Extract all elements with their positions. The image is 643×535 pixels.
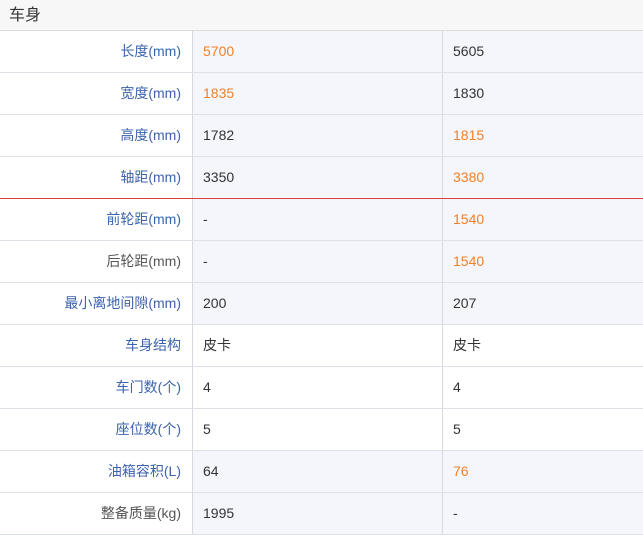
spec-label[interactable]: 长度(mm) [0, 31, 193, 72]
spec-label[interactable]: 车门数(个) [0, 367, 193, 408]
spec-label[interactable]: 轴距(mm) [0, 157, 193, 198]
spec-value: 1835 [193, 73, 443, 114]
spec-value: - [443, 493, 643, 534]
spec-value: - [193, 199, 443, 240]
table-row: 长度(mm) 5700 5605 [0, 31, 643, 73]
spec-label[interactable]: 前轮距(mm) [0, 199, 193, 240]
spec-value: 5605 [443, 31, 643, 72]
spec-value: 200 [193, 283, 443, 324]
spec-value: 4 [193, 367, 443, 408]
table-row: 最小离地间隙(mm) 200 207 [0, 283, 643, 325]
spec-value: 皮卡 [193, 325, 443, 366]
spec-value: 皮卡 [453, 337, 481, 353]
spec-label: 后轮距(mm) [0, 241, 193, 282]
table-row: 轴距(mm) 3350 3380 [0, 157, 643, 199]
spec-label[interactable]: 最小离地间隙(mm) [0, 283, 193, 324]
spec-label[interactable]: 高度(mm) [0, 115, 193, 156]
table-row: 车身结构 皮卡 皮卡 [0, 325, 643, 367]
spec-value: 76 [443, 451, 643, 492]
spec-label[interactable]: 油箱容积(L) [0, 451, 193, 492]
spec-label: 整备质量(kg) [0, 493, 193, 534]
spec-value: 3380 [443, 157, 643, 198]
spec-value: 5700 [193, 31, 443, 72]
spec-value: 1815 [443, 115, 643, 156]
spec-value: 1540 [443, 199, 643, 240]
table-row: 油箱容积(L) 64 76 [0, 451, 643, 493]
spec-value: - [193, 241, 443, 282]
table-row: 宽度(mm) 1835 1830 [0, 73, 643, 115]
spec-value: 4 [453, 379, 461, 395]
table-row: 整备质量(kg) 1995- [0, 493, 643, 535]
spec-value: 207 [443, 283, 643, 324]
spec-table: 长度(mm) 5700 5605 宽度(mm) 1835 1830 高度(mm) 1782 18… [0, 31, 643, 535]
spec-value: 5 [453, 421, 461, 437]
spec-label[interactable]: 车身结构 [0, 325, 193, 366]
table-row: 高度(mm) 1782 1815 [0, 115, 643, 157]
spec-value: 5 [193, 409, 443, 450]
table-row: 车门数(个) 4 4 [0, 367, 643, 409]
spec-value: 1830 [443, 73, 643, 114]
table-row: 后轮距(mm) -1540 [0, 241, 643, 283]
spec-value: 1540 [443, 241, 643, 282]
spec-value: 64 [193, 451, 443, 492]
spec-label[interactable]: 宽度(mm) [0, 73, 193, 114]
spec-label[interactable]: 座位数(个) [0, 409, 193, 450]
spec-value: 1995 [193, 493, 443, 534]
table-row: 座位数(个) 5 5 [0, 409, 643, 451]
section-header: 车身 [0, 0, 643, 31]
table-row: 前轮距(mm) -1540 [0, 199, 643, 241]
spec-value: 1782 [193, 115, 443, 156]
spec-value: 3350 [193, 157, 443, 198]
